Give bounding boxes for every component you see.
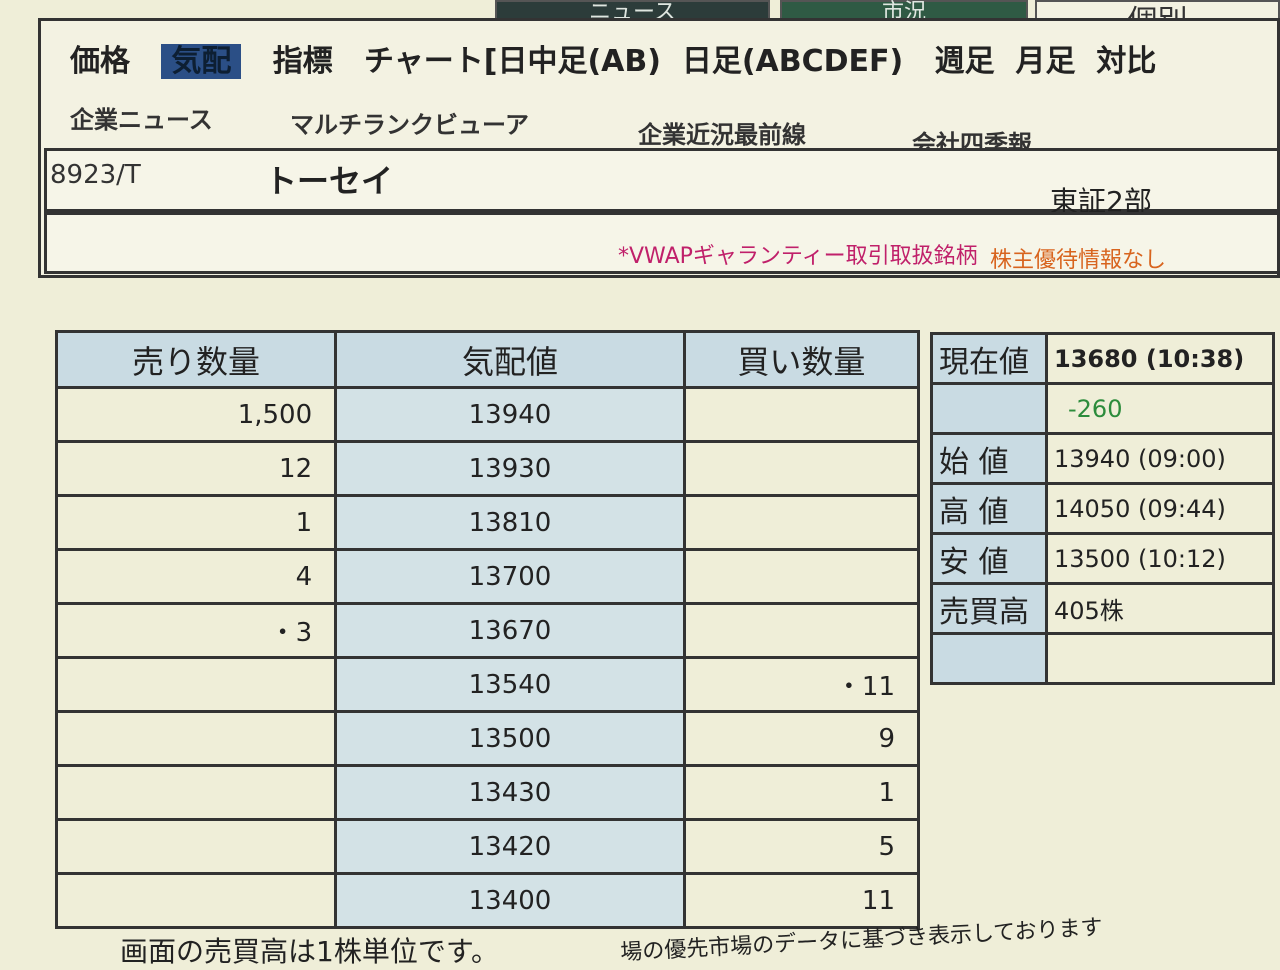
- stock-name: トーセイ: [265, 162, 394, 200]
- menu-row: 価格 気配 指標 チャート[日中足(AB) 日足(ABCDEF) 週足 月足 対…: [70, 36, 1156, 80]
- menu-item[interactable]: 対比: [1096, 44, 1157, 79]
- sell-qty: [54, 818, 338, 875]
- info-label: [930, 382, 1048, 435]
- menu-item[interactable]: 企業ニュース: [70, 106, 213, 134]
- menu-item[interactable]: 企業近況最前線: [638, 121, 806, 149]
- stock-box: [44, 148, 1280, 212]
- sell-qty: [54, 656, 338, 713]
- sell-qty: 4: [54, 548, 338, 605]
- buy-qty: [682, 440, 921, 497]
- header-row: 売り数量 気配値 買い数量: [54, 330, 921, 389]
- info-label: 安 値: [930, 532, 1048, 585]
- header-cell: 気配値: [334, 330, 686, 389]
- price: 13400: [334, 872, 686, 929]
- header-cell: 買い数量: [682, 330, 921, 389]
- buy-qty: 9: [682, 710, 921, 767]
- buy-qty: [682, 386, 921, 443]
- menu-item[interactable]: 価格: [70, 44, 130, 79]
- info-row: 売買高 405株: [930, 582, 1275, 635]
- sell-qty: [54, 872, 338, 929]
- order-book: 売り数量 気配値 買い数量 1,500 13940 12 13930 1 13810 4 13700…: [54, 330, 921, 929]
- sell-qty: 1,500: [54, 386, 338, 443]
- buy-qty: 5: [682, 818, 921, 875]
- menu-item[interactable]: 週足: [934, 44, 995, 79]
- price: 13930: [334, 440, 686, 497]
- info-row: -260: [930, 382, 1275, 435]
- menu-item[interactable]: 日足(ABCDEF): [681, 44, 904, 79]
- info-row: 高 値 14050 (09:44): [930, 482, 1275, 535]
- price: 13540: [334, 656, 686, 713]
- buy-qty: 1: [682, 764, 921, 821]
- price: 13500: [334, 710, 686, 767]
- menu-item-selected[interactable]: 気配: [161, 44, 242, 79]
- price: 13810: [334, 494, 686, 551]
- info-value: -260: [1045, 382, 1275, 435]
- price: 13940: [334, 386, 686, 443]
- info-value: 405株: [1045, 582, 1275, 635]
- price: 13420: [334, 818, 686, 875]
- info-value: [1045, 632, 1275, 685]
- note: 株主優待情報なし: [990, 248, 1167, 273]
- menu-item[interactable]: チャート[日中足(AB): [364, 44, 661, 79]
- buy-qty: 11: [682, 872, 921, 929]
- buy-qty: ・11: [682, 656, 921, 713]
- footer-note: 画面の売買高は1株単位です。: [120, 935, 500, 968]
- menu-item[interactable]: 指標: [272, 44, 333, 79]
- info-value: 14050 (09:44): [1045, 482, 1275, 535]
- sell-qty: 12: [54, 440, 338, 497]
- price: 13430: [334, 764, 686, 821]
- header-cell: 売り数量: [54, 330, 338, 389]
- buy-qty: [682, 602, 921, 659]
- info-label: [930, 632, 1048, 685]
- book-row: ・3 13670: [54, 602, 921, 659]
- book-row: 12 13930: [54, 440, 921, 497]
- menu-item[interactable]: 月足: [1015, 44, 1076, 79]
- info-label: 売買高: [930, 582, 1048, 635]
- sell-qty: 1: [54, 494, 338, 551]
- info-label: 始 値: [930, 432, 1048, 485]
- book-row: 1 13810: [54, 494, 921, 551]
- sell-qty: [54, 764, 338, 821]
- menu-item[interactable]: マルチランクビューア: [290, 111, 530, 139]
- book-row: 13430 1: [54, 764, 921, 821]
- info-row: 始 値 13940 (09:00): [930, 432, 1275, 485]
- info-label: 現在値: [930, 332, 1048, 385]
- info-row: [930, 632, 1275, 685]
- note: *VWAPギャランティー取引取扱銘柄: [618, 244, 978, 269]
- book-row: 13420 5: [54, 818, 921, 875]
- book-row: 4 13700: [54, 548, 921, 605]
- sell-qty: ・3: [54, 602, 338, 659]
- info-value: 13680 (10:38): [1045, 332, 1275, 385]
- book-row: 13540 ・11: [54, 656, 921, 713]
- notes-box: [44, 212, 1280, 274]
- book-row: 13400 11: [54, 872, 921, 929]
- info-value: 13500 (10:12): [1045, 532, 1275, 585]
- info-label: 高 値: [930, 482, 1048, 535]
- info-row: 安 値 13500 (10:12): [930, 532, 1275, 585]
- price: 13670: [334, 602, 686, 659]
- info-row: 現在値 13680 (10:38): [930, 332, 1275, 385]
- buy-qty: [682, 494, 921, 551]
- price: 13700: [334, 548, 686, 605]
- book-row: 13500 9: [54, 710, 921, 767]
- buy-qty: [682, 548, 921, 605]
- stock-code: 8923/T: [50, 160, 141, 190]
- info-value: 13940 (09:00): [1045, 432, 1275, 485]
- sell-qty: [54, 710, 338, 767]
- book-row: 1,500 13940: [54, 386, 921, 443]
